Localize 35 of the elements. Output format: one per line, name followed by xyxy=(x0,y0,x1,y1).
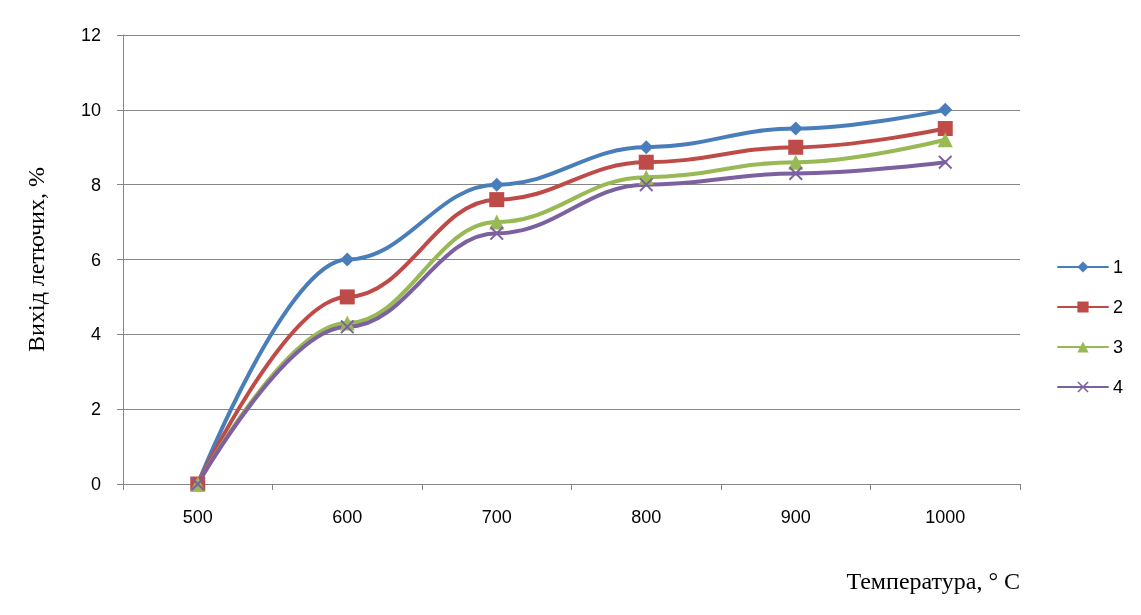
y-tick-label: 4 xyxy=(90,324,101,345)
legend-label: 4 xyxy=(1112,377,1123,397)
point xyxy=(938,155,953,170)
x-tick-label: 700 xyxy=(481,507,512,527)
point xyxy=(788,166,803,181)
point xyxy=(638,154,654,170)
point xyxy=(489,177,504,192)
point xyxy=(639,140,654,155)
legend-label: 2 xyxy=(1112,297,1123,317)
y-tick-label: 6 xyxy=(90,249,101,270)
point xyxy=(489,192,505,208)
point xyxy=(340,252,355,267)
point xyxy=(788,121,803,136)
y-tick-label: 8 xyxy=(90,174,101,195)
y-tick-label: 10 xyxy=(80,99,101,120)
x-axis-title: Температура, ° С xyxy=(846,568,1020,594)
point xyxy=(937,121,953,137)
x-tick-label: 800 xyxy=(631,507,662,527)
y-tick-label: 2 xyxy=(90,399,101,420)
point xyxy=(937,132,953,148)
point xyxy=(339,289,355,305)
x-tick-label: 600 xyxy=(332,507,363,527)
legend-label: 1 xyxy=(1112,257,1123,277)
legend-label: 3 xyxy=(1112,337,1123,357)
x-tick-label: 500 xyxy=(182,507,213,527)
point xyxy=(788,139,804,155)
x-tick-label: 1000 xyxy=(925,507,966,527)
y-axis-title: Вихід летючих, % xyxy=(23,167,49,352)
point xyxy=(938,102,953,117)
x-tick-label: 900 xyxy=(780,507,811,527)
point xyxy=(489,226,504,241)
point xyxy=(340,319,355,334)
y-tick-label: 0 xyxy=(90,474,101,494)
y-tick-label: 12 xyxy=(80,25,101,45)
point xyxy=(639,177,654,192)
